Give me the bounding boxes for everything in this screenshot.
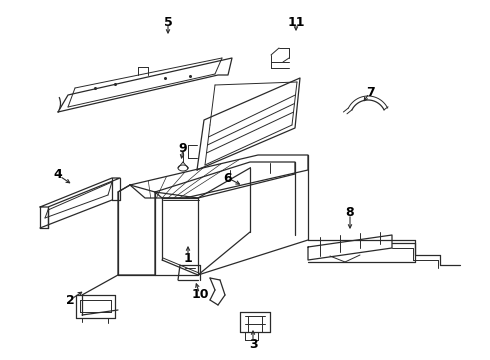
Text: 5: 5 [164, 15, 172, 28]
Text: 11: 11 [287, 15, 305, 28]
Text: 3: 3 [249, 338, 257, 351]
Text: 10: 10 [191, 288, 209, 302]
Text: 7: 7 [366, 85, 374, 99]
Text: 1: 1 [184, 252, 193, 265]
Text: 6: 6 [224, 171, 232, 184]
Text: 2: 2 [66, 293, 74, 306]
Text: 4: 4 [53, 168, 62, 181]
Text: 9: 9 [179, 141, 187, 154]
Text: 8: 8 [345, 206, 354, 219]
